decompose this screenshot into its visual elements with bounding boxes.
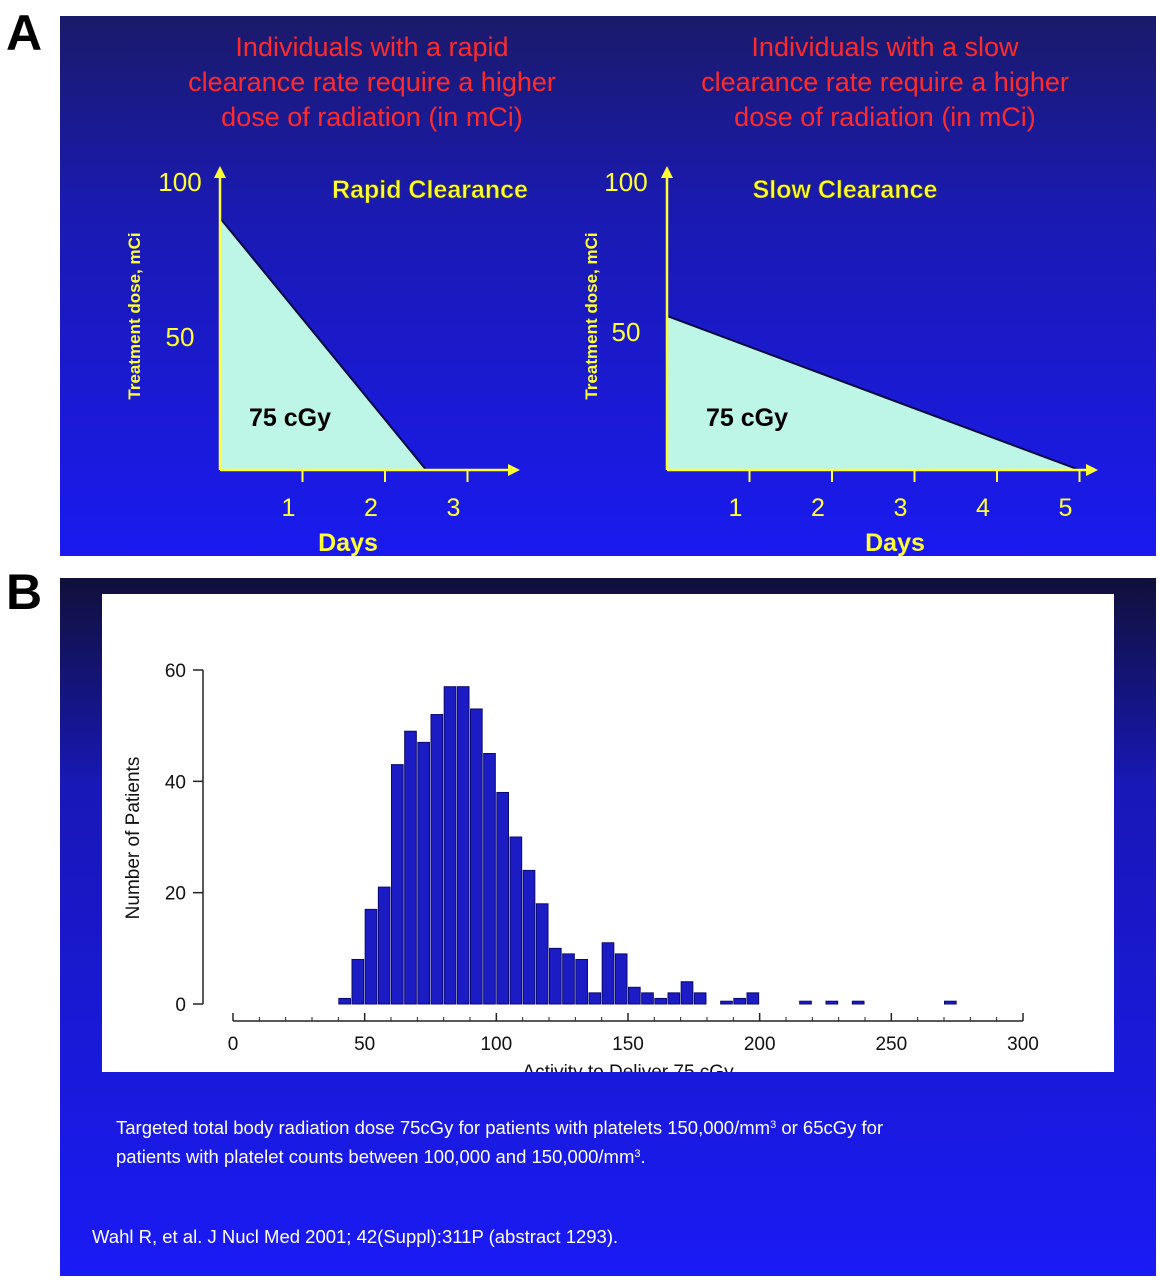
dose-annotation: 75 cGy — [706, 404, 788, 432]
x-tick-label: 2 — [364, 494, 378, 522]
x-tick-label: 250 — [875, 1034, 907, 1055]
y-axis-arrow — [661, 166, 673, 178]
x-tick-label: 0 — [228, 1034, 239, 1055]
y-tick-label: 50 — [612, 317, 641, 347]
dose-annotation: 75 cGy — [249, 404, 331, 432]
caption-text: Targeted total body radiation dose 75cGy… — [116, 1117, 771, 1138]
histogram-bar — [351, 958, 365, 1005]
x-tick-label: 1 — [729, 494, 743, 522]
histogram-bar — [470, 708, 483, 1005]
plot-title: Slow Clearance — [753, 176, 938, 204]
histogram-bar — [851, 1000, 865, 1005]
x-tick-label: 2 — [811, 494, 825, 522]
y-axis-arrow — [214, 166, 226, 178]
histogram-bar — [746, 992, 760, 1005]
histogram-bar — [338, 997, 351, 1005]
figure-caption: Targeted total body radiation dose 75cGy… — [116, 1112, 1136, 1170]
x-axis-arrow — [1086, 464, 1098, 476]
histogram-bar — [549, 947, 562, 1005]
x-tick-label: 300 — [1007, 1034, 1039, 1055]
headline-line: dose of radiation (in mCi) — [221, 102, 523, 132]
histogram-bar — [944, 1000, 957, 1005]
histogram-bar — [430, 714, 444, 1005]
y-tick-label: 50 — [166, 322, 195, 352]
x-axis-label: Days — [318, 529, 378, 556]
histogram-bar — [720, 1000, 733, 1005]
histogram-bar — [667, 992, 681, 1005]
x-axis-label: Days — [865, 529, 925, 556]
x-tick-label: 3 — [894, 494, 908, 522]
headline-line: Individuals with a slow — [751, 32, 1019, 62]
histogram-bar — [588, 992, 602, 1005]
headline-line: clearance rate require a higher — [188, 67, 556, 97]
caption-text: patients with platelet counts between 10… — [116, 1146, 635, 1167]
clearance-area — [666, 314, 1080, 471]
y-axis-label: Treatment dose, mCi — [125, 232, 144, 399]
headline-line: Individuals with a rapid — [235, 32, 509, 62]
y-axis-label: Treatment dose, mCi — [582, 232, 601, 399]
headline-line: clearance rate require a higher — [701, 67, 1069, 97]
histogram-bar — [496, 791, 510, 1005]
histogram-bar — [614, 953, 628, 1005]
slow-clearance-plot: 1 2 3 4 5 50 100 Treatment dose, mCi Slow Cleara… — [582, 166, 1098, 556]
x-tick-label: 5 — [1059, 494, 1073, 522]
histogram-bar — [364, 908, 378, 1005]
histogram-bar — [575, 958, 589, 1005]
headline-line: dose of radiation (in mCi) — [734, 102, 1036, 132]
x-tick-label: 3 — [447, 494, 461, 522]
histogram-bar — [680, 981, 694, 1005]
y-tick-label: 20 — [165, 884, 186, 905]
superscript: 3 — [634, 1148, 641, 1160]
x-tick-label: 50 — [354, 1034, 375, 1055]
histogram-bar — [535, 903, 549, 1005]
y-tick-label: 40 — [165, 772, 186, 793]
citation: Wahl R, et al. J Nucl Med 2001; 42(Suppl… — [92, 1226, 619, 1247]
y-tick-label: 100 — [604, 167, 647, 197]
histogram-bar — [417, 741, 431, 1005]
histogram-bar — [693, 992, 707, 1005]
x-tick-label: 1 — [282, 494, 296, 522]
superscript: 3 — [770, 1119, 777, 1131]
y-axis-label: Number of Patients — [123, 757, 144, 920]
clearance-plots: 1 2 3 50 100 Treatment dose, mCi Rapid Clearan… — [125, 166, 1098, 556]
rapid-clearance-headline: Individuals with a rapid clearance rate … — [132, 30, 612, 135]
y-tick-label: 100 — [158, 167, 201, 197]
histogram-bar — [509, 836, 523, 1005]
x-axis-label: Activity to Deliver 75 cGy — [522, 1062, 734, 1072]
x-tick-label: 100 — [480, 1034, 512, 1055]
panel-label-a: A — [6, 5, 43, 61]
caption-text: . — [640, 1146, 646, 1167]
histogram-bar — [799, 1000, 812, 1005]
histogram-bar — [391, 764, 404, 1005]
histogram-bar — [443, 686, 457, 1005]
histogram-bar — [522, 869, 536, 1005]
x-axis-arrow — [508, 464, 520, 476]
histogram-bar — [733, 997, 746, 1005]
histogram-bar — [825, 1000, 839, 1005]
histogram-bar — [377, 886, 391, 1005]
y-tick-label: 60 — [165, 661, 186, 682]
histogram-bar — [601, 942, 615, 1005]
y-tick-label: 0 — [175, 995, 186, 1016]
x-tick-label: 4 — [976, 494, 990, 522]
histogram-bar — [654, 997, 667, 1005]
panel-b: 0 20 40 60 0 50 100 150 200 250 300 Activity to Del… — [60, 578, 1156, 1276]
histogram-bar — [628, 986, 641, 1005]
histogram-bar — [483, 753, 496, 1005]
panel-a: Individuals with a rapid clearance rate … — [60, 16, 1156, 556]
histogram-bar — [641, 992, 654, 1005]
histogram-bar — [456, 686, 470, 1005]
rapid-clearance-plot: 1 2 3 50 100 Treatment dose, mCi Rapid Clearan… — [125, 166, 528, 556]
slow-clearance-headline: Individuals with a slow clearance rate r… — [645, 30, 1125, 135]
x-tick-label: 150 — [612, 1034, 644, 1055]
histogram-chart: 0 20 40 60 0 50 100 150 200 250 300 Activity to Del… — [123, 661, 1039, 1083]
clearance-area — [219, 215, 429, 471]
histogram-frame: 0 20 40 60 0 50 100 150 200 250 300 Activity to Del… — [102, 594, 1114, 1083]
histogram-bar — [404, 730, 417, 1005]
histogram-bar — [562, 953, 575, 1005]
x-tick-label: 200 — [744, 1034, 776, 1055]
panel-label-b: B — [6, 564, 43, 620]
plot-title: Rapid Clearance — [332, 176, 528, 204]
caption-text: or 65cGy for — [776, 1117, 884, 1138]
